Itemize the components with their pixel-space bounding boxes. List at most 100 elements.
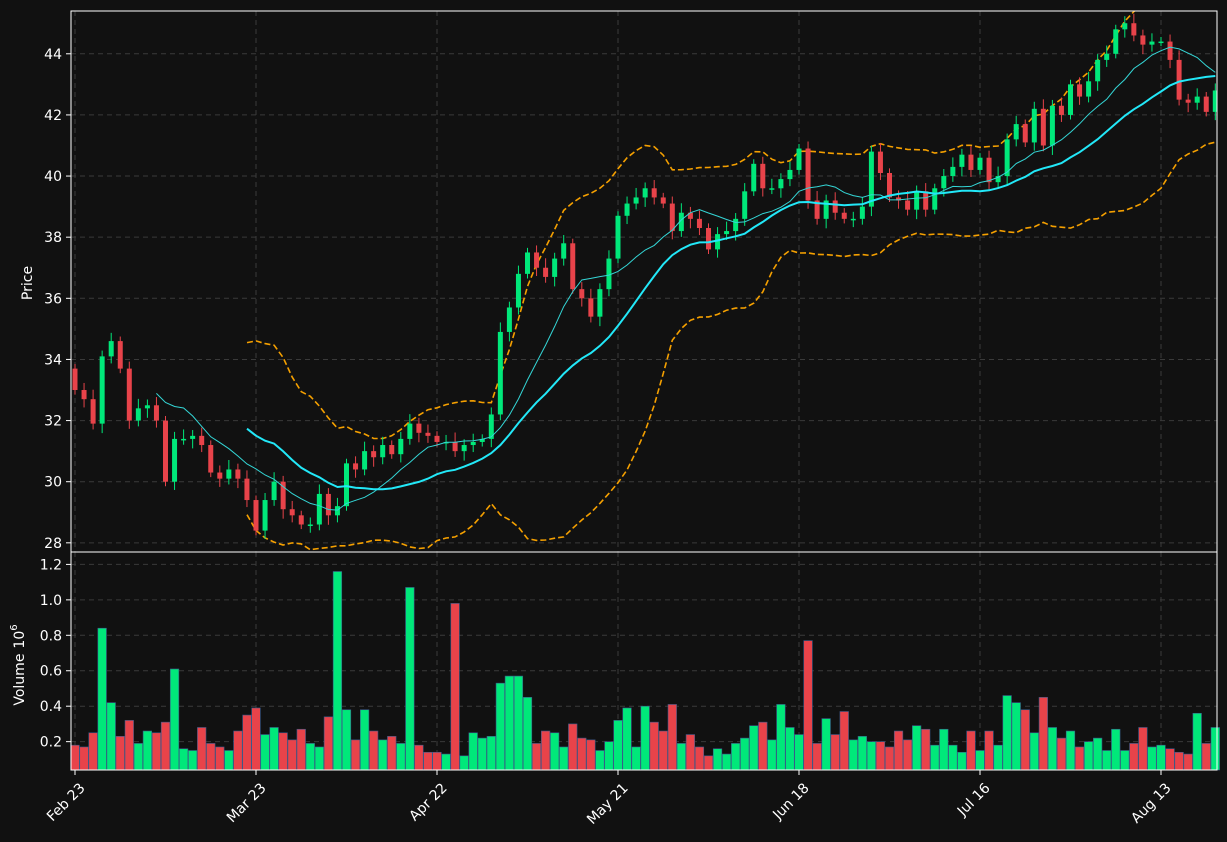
- volume-bar: [721, 753, 732, 771]
- volume-bar: [314, 746, 324, 771]
- candle-body: [244, 478, 250, 501]
- candle-body: [271, 481, 277, 501]
- price-tick-label: 32: [44, 414, 62, 430]
- candle-body: [371, 451, 377, 458]
- candle-body: [434, 435, 440, 442]
- moving-averages: [156, 46, 1216, 511]
- candle-body: [325, 493, 331, 516]
- volume-bar: [694, 746, 705, 771]
- volume-bar: [1065, 730, 1076, 771]
- candle-body: [1140, 35, 1146, 45]
- volume-bar: [622, 707, 632, 771]
- candle-body: [253, 500, 259, 531]
- candle-body: [190, 435, 196, 439]
- candle-body: [787, 169, 793, 180]
- candle-body: [235, 469, 241, 479]
- volume-axis-exponent: 6: [9, 624, 20, 630]
- candle-body: [172, 438, 178, 482]
- candle-body: [597, 289, 603, 317]
- volume-bar: [423, 751, 433, 771]
- volume-tick-label: 1.2: [40, 557, 62, 573]
- candle-body: [217, 472, 223, 479]
- volume-bar: [88, 732, 98, 771]
- volume-bar: [79, 746, 89, 771]
- volume-bar: [224, 750, 234, 771]
- volume-bar: [133, 743, 143, 771]
- candle-body: [452, 441, 458, 452]
- volume-bar: [432, 751, 442, 771]
- volume-bar: [1056, 737, 1067, 771]
- volume-bar: [206, 743, 216, 771]
- volume-bar: [350, 739, 361, 771]
- volume-bar: [242, 714, 252, 771]
- candle-body: [868, 151, 874, 207]
- volume-tick-label: 0.4: [40, 699, 62, 715]
- candle-body: [760, 163, 766, 189]
- price-tick-label: 30: [44, 475, 62, 491]
- volume-bar: [731, 743, 741, 771]
- candle-body: [678, 212, 684, 232]
- candle-body: [534, 252, 540, 268]
- volume-bar: [1020, 709, 1030, 771]
- volume-bar: [902, 739, 913, 771]
- candle-body: [642, 188, 648, 198]
- candle-body: [588, 298, 594, 317]
- volume-bar: [685, 734, 695, 771]
- volume-bar: [188, 750, 198, 771]
- volume-bar: [1210, 727, 1220, 771]
- volume-bar: [179, 748, 189, 771]
- candle-body: [1077, 84, 1083, 97]
- volume-bar: [124, 720, 134, 771]
- candle-body: [959, 154, 965, 167]
- volume-bar: [251, 707, 261, 771]
- volume-bar: [821, 718, 831, 771]
- candle-body: [1095, 59, 1101, 82]
- candle-body: [823, 200, 829, 219]
- volume-bar: [414, 744, 424, 771]
- candle-body: [1086, 81, 1092, 97]
- volume-bar: [848, 739, 858, 771]
- candle-body: [742, 191, 748, 219]
- candle-body: [461, 445, 467, 452]
- volume-bar: [323, 716, 334, 771]
- volume-bar: [803, 640, 813, 771]
- volume-bar: [884, 746, 895, 771]
- price-tick-label: 44: [44, 47, 62, 63]
- volume-bar: [667, 704, 677, 771]
- candle-body: [362, 451, 368, 470]
- volume-bar: [1183, 753, 1193, 771]
- volume-axis-label-base: 10: [12, 631, 28, 649]
- candle-body: [334, 506, 340, 516]
- candle-body: [163, 420, 168, 482]
- candle-body: [706, 228, 711, 250]
- candle-body: [280, 481, 286, 510]
- volume-bar: [197, 727, 207, 771]
- candle-body: [561, 243, 567, 259]
- volume-bar: [387, 736, 397, 771]
- volume-bar: [97, 627, 107, 771]
- volume-bar: [740, 737, 750, 771]
- volume-bar: [378, 739, 388, 771]
- candle-body: [316, 493, 322, 525]
- price-plot-area: [72, 11, 1217, 551]
- volume-bar: [305, 743, 315, 771]
- candle-body: [153, 405, 159, 421]
- volume-bar: [749, 725, 759, 771]
- volume-bar: [369, 730, 379, 771]
- volume-bar: [504, 675, 515, 771]
- volume-bar: [875, 741, 886, 771]
- volume-bar: [703, 755, 714, 771]
- volume-tick-label: 0.2: [40, 735, 62, 751]
- volume-bar: [767, 739, 777, 771]
- candle-body: [1194, 96, 1200, 103]
- volume-bar: [1074, 746, 1085, 771]
- candle-body: [1013, 124, 1019, 140]
- price-tick-label: 34: [44, 352, 62, 368]
- volume-bar: [631, 746, 641, 771]
- volume-tick-label: 0.8: [40, 628, 62, 644]
- volume-bar: [260, 734, 270, 771]
- candle-body: [525, 252, 530, 274]
- candle-body: [1031, 108, 1037, 143]
- candle-body: [914, 191, 920, 210]
